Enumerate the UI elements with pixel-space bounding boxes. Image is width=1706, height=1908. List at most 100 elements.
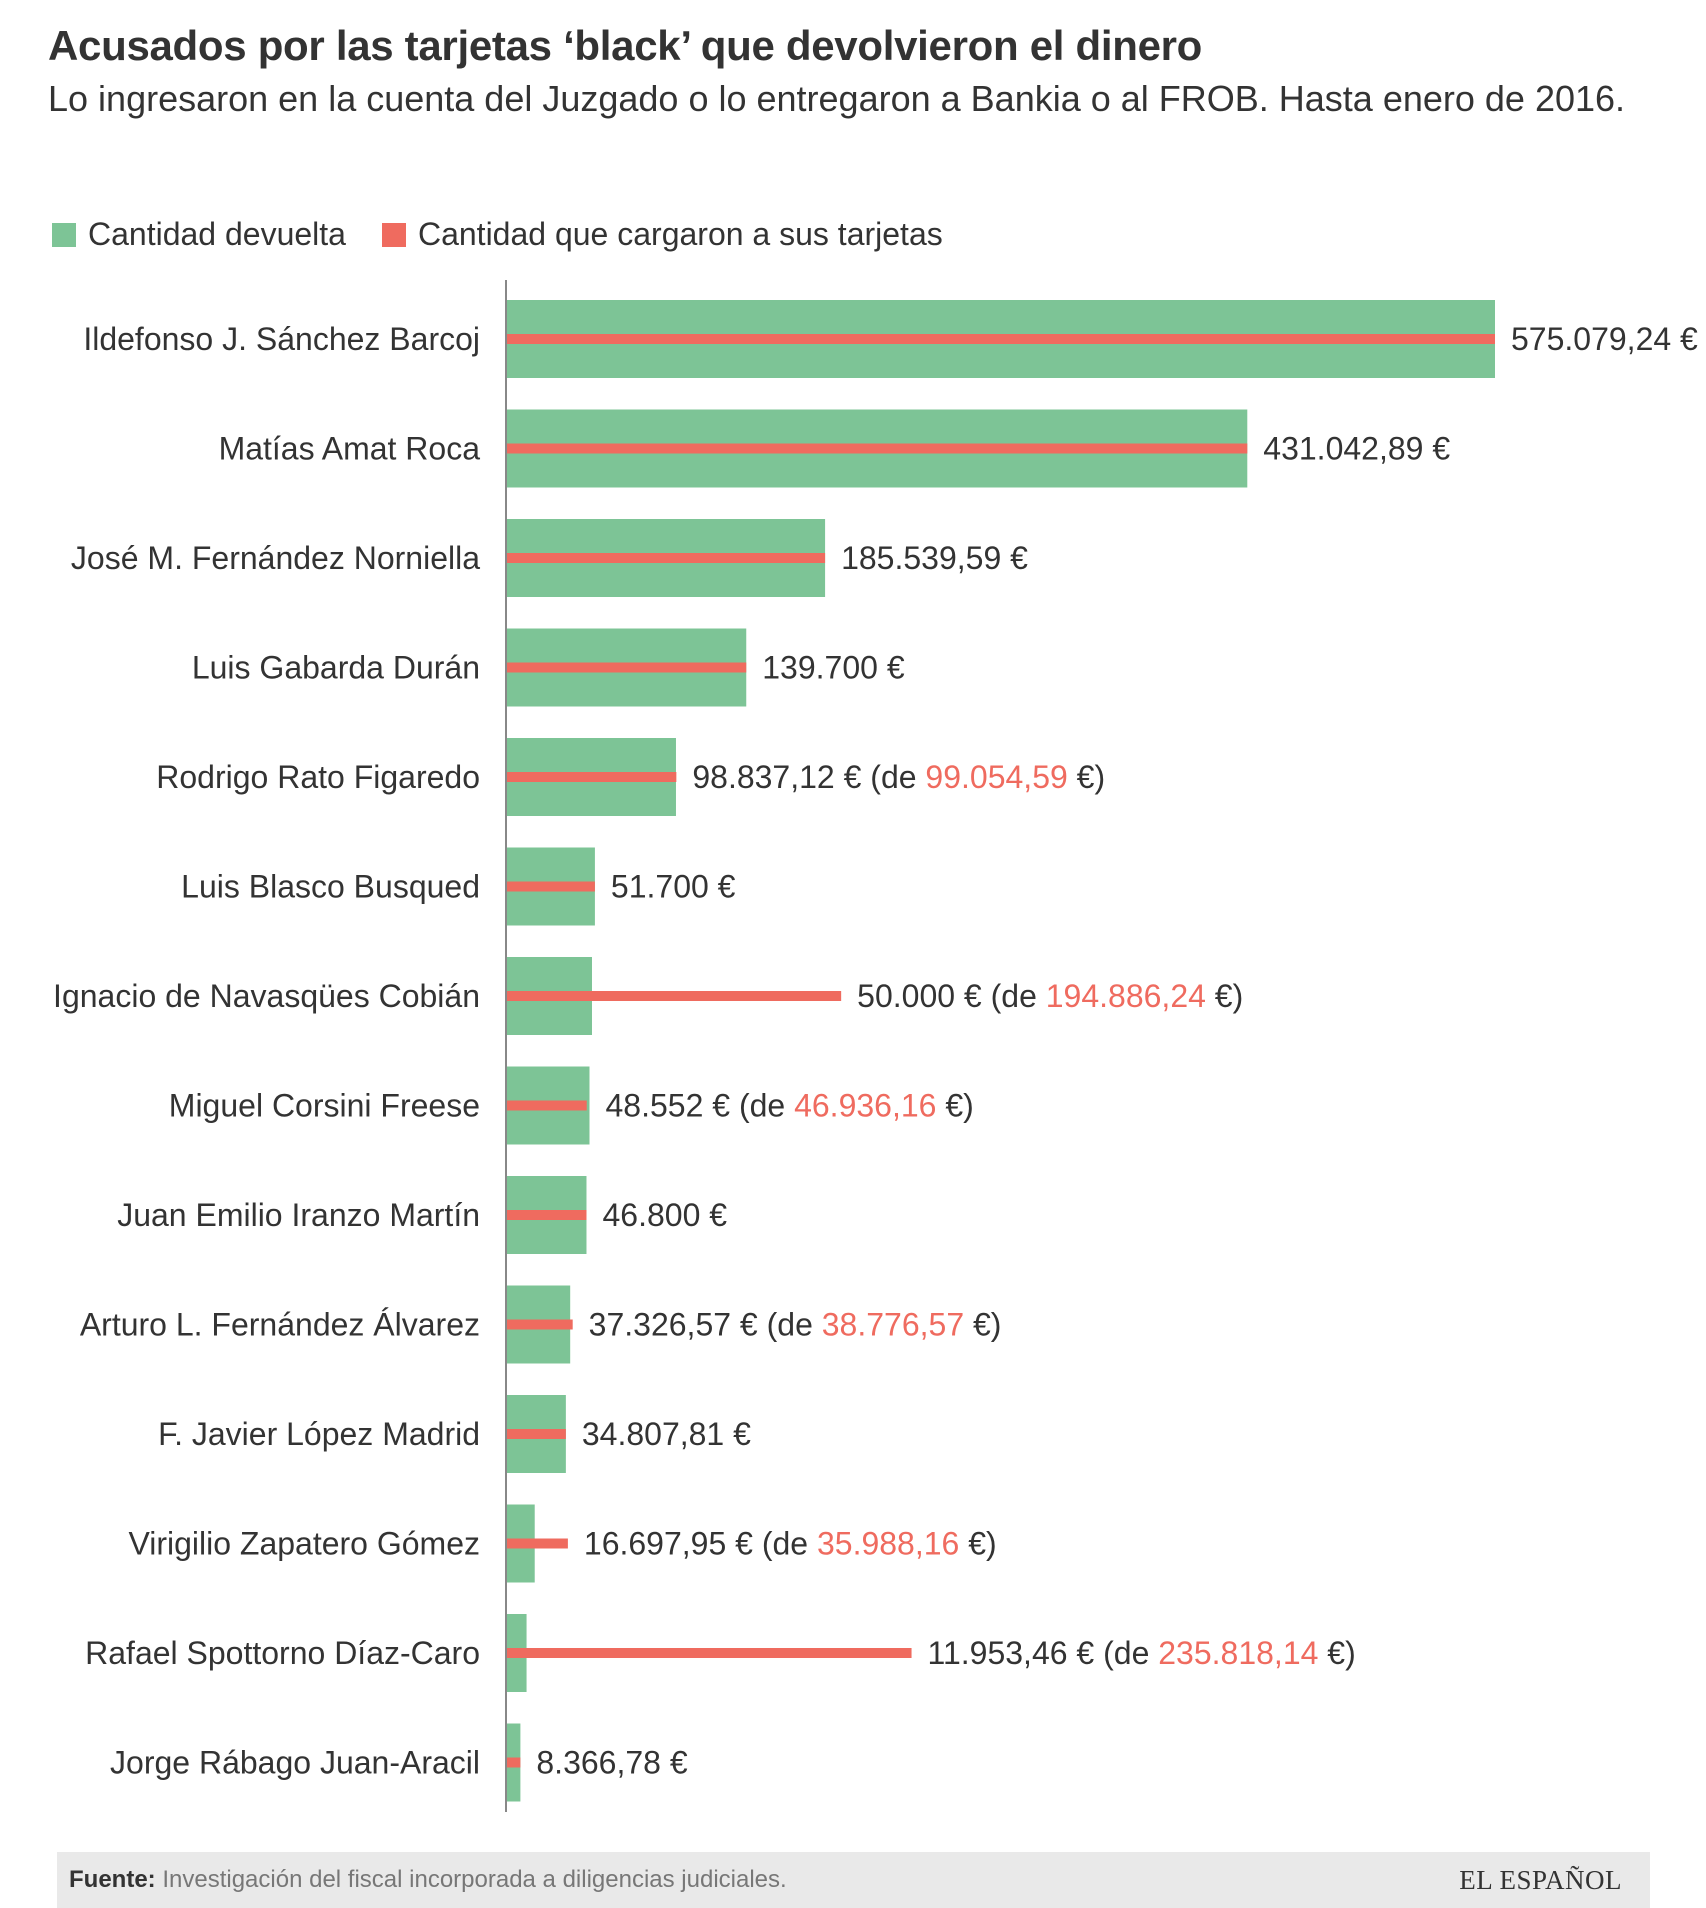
bar-row: Ignacio de Navasqües Cobián 50.000 € (de … (53, 957, 1243, 1035)
value-label-charged: 194.886,24 (1046, 978, 1206, 1014)
charged-line (506, 1538, 568, 1549)
legend-label-returned: Cantidad devuelta (88, 216, 346, 252)
category-label: Luis Gabarda Durán (192, 650, 480, 686)
category-label: Matías Amat Roca (219, 431, 481, 467)
value-label: 37.326,57 € (de 38.776,57 €) (589, 1307, 1002, 1343)
bar-row: Arturo L. Fernández Álvarez 37.326,57 € (… (80, 1285, 1002, 1364)
value-label-charged: 35.988,16 (817, 1526, 959, 1562)
charged-line (506, 1429, 566, 1439)
category-label: Rafael Spottorno Díaz-Caro (85, 1635, 480, 1671)
category-label: Virigilio Zapatero Gómez (128, 1526, 480, 1562)
value-label-charged: 99.054,59 (925, 759, 1067, 795)
bar-row: Rodrigo Rato Figaredo 98.837,12 € (de 99.… (156, 738, 1105, 816)
value-label-main: 34.807,81 € (582, 1416, 751, 1452)
bar-row: Luis Blasco Busqued 51.700 € (181, 847, 736, 926)
charged-line (506, 662, 747, 673)
brand-logo: EL ESPAÑOL (1459, 1864, 1622, 1895)
value-label-main: 431.042,89 € (1263, 431, 1450, 467)
charged-line (506, 1319, 573, 1330)
bar-row: Rafael Spottorno Díaz-Caro 11.953,46 € (d… (85, 1614, 1356, 1692)
value-label: 46.800 € (602, 1197, 727, 1233)
category-label: Ildefonso J. Sánchez Barcoj (83, 321, 480, 357)
legend: Cantidad devuelta Cantidad que cargaron … (52, 216, 979, 253)
bar-row: José M. Fernández Norniella 185.539,59 € (71, 519, 1028, 597)
charged-line (506, 443, 1248, 454)
value-label-prefix: (de (758, 1307, 822, 1343)
value-label-main: 11.953,46 € (928, 1635, 1095, 1671)
value-label-prefix: (de (1094, 1635, 1158, 1671)
value-label: 34.807,81 € (582, 1416, 751, 1452)
legend-swatch-charged (381, 222, 406, 247)
value-label-main: 8.366,78 € (536, 1745, 687, 1781)
category-label: Luis Blasco Busqued (181, 869, 480, 905)
value-label: 98.837,12 € (de 99.054,59 €) (692, 759, 1105, 795)
value-label-main: 98.837,12 € (692, 759, 861, 795)
legend-item-returned: Cantidad devuelta (52, 216, 346, 253)
value-label-suffix: €) (959, 1526, 996, 1562)
category-label: José M. Fernández Norniella (71, 540, 480, 576)
value-label-suffix: €) (1068, 759, 1105, 795)
chart-title: Acusados por las tarjetas ‘black’ que de… (48, 22, 1203, 69)
category-label: Ignacio de Navasqües Cobián (53, 978, 480, 1014)
bar-row: Luis Gabarda Durán 139.700 € (192, 628, 905, 707)
value-label-main: 575.079,24 € (1511, 321, 1698, 357)
charged-line (506, 881, 595, 892)
legend-label-charged: Cantidad que cargaron a sus tarjetas (417, 216, 943, 252)
value-label-charged: 38.776,57 (822, 1307, 964, 1343)
value-label-suffix: €) (1206, 978, 1243, 1014)
charged-line (506, 1757, 521, 1768)
charged-line (506, 1648, 912, 1658)
charged-line (506, 1100, 587, 1111)
bar-chart: Ildefonso J. Sánchez Barcoj 575.079,24 € M… (53, 280, 1698, 1812)
value-label-main: 48.552 € (605, 1088, 730, 1124)
value-label: 431.042,89 € (1263, 431, 1450, 467)
charged-line (506, 772, 677, 782)
category-label: F. Javier López Madrid (158, 1416, 480, 1452)
charged-line (506, 334, 1495, 344)
value-label-prefix: (de (730, 1088, 794, 1124)
value-label-suffix: €) (1318, 1635, 1355, 1671)
value-label: 11.953,46 € (de 235.818,14 €) (928, 1635, 1356, 1671)
value-label: 16.697,95 € (de 35.988,16 €) (584, 1526, 997, 1562)
value-label: 51.700 € (611, 869, 736, 905)
bar-row: Matías Amat Roca 431.042,89 € (219, 409, 1450, 488)
bar-row: F. Javier López Madrid 34.807,81 € (158, 1395, 751, 1473)
chart-subtitle: Lo ingresaron en la cuenta del Juzgado o… (48, 78, 1626, 119)
category-label: Jorge Rábago Juan-Aracil (110, 1745, 480, 1781)
value-label-main: 37.326,57 € (589, 1307, 758, 1343)
bar-row: Ildefonso J. Sánchez Barcoj 575.079,24 € (83, 300, 1698, 378)
value-label-suffix: €) (964, 1307, 1001, 1343)
value-label-prefix: (de (753, 1526, 817, 1562)
value-label: 185.539,59 € (841, 540, 1028, 576)
value-label-charged: 235.818,14 (1158, 1635, 1318, 1671)
charged-line (506, 991, 842, 1001)
source-label: Fuente: (69, 1866, 156, 1893)
value-label-suffix: €) (936, 1088, 973, 1124)
value-label: 139.700 € (762, 650, 905, 686)
category-label: Miguel Corsini Freese (169, 1088, 480, 1124)
category-label: Rodrigo Rato Figaredo (156, 759, 480, 795)
bar-row: Virigilio Zapatero Gómez 16.697,95 € (de … (128, 1504, 997, 1583)
value-label-main: 185.539,59 € (841, 540, 1028, 576)
bar-row: Jorge Rábago Juan-Aracil 8.366,78 € (110, 1723, 688, 1802)
legend-item-charged: Cantidad que cargaron a sus tarjetas (381, 216, 943, 253)
value-label-prefix: (de (861, 759, 925, 795)
value-label-charged: 46.936,16 (794, 1088, 936, 1124)
value-label-main: 50.000 € (857, 978, 982, 1014)
value-label: 8.366,78 € (536, 1745, 687, 1781)
bar-row: Juan Emilio Iranzo Martín 46.800 € (117, 1176, 727, 1254)
source-text: Investigación del fiscal incorporada a d… (155, 1866, 787, 1893)
value-label-main: 139.700 € (762, 650, 905, 686)
charged-line (506, 1210, 587, 1220)
value-label: 50.000 € (de 194.886,24 €) (857, 978, 1243, 1014)
category-label: Arturo L. Fernández Álvarez (80, 1307, 480, 1343)
value-label-prefix: (de (982, 978, 1046, 1014)
category-label: Juan Emilio Iranzo Martín (117, 1197, 480, 1233)
footer: Fuente: Investigación del fiscal incorpo… (57, 1852, 1650, 1908)
bar-row: Miguel Corsini Freese 48.552 € (de 46.936… (169, 1066, 974, 1145)
value-label-main: 46.800 € (602, 1197, 727, 1233)
value-label-main: 16.697,95 € (584, 1526, 753, 1562)
value-label: 575.079,24 € (1511, 321, 1698, 357)
legend-swatch-returned (52, 222, 76, 247)
value-label: 48.552 € (de 46.936,16 €) (605, 1088, 973, 1124)
